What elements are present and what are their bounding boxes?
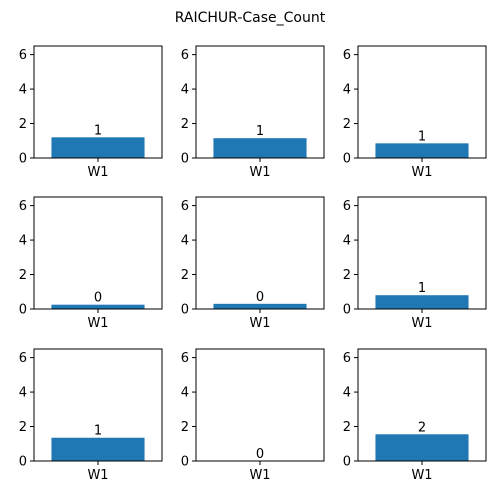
y-tick-label: 2 (19, 420, 27, 435)
x-tick-label: W1 (87, 165, 108, 180)
bar-value-label: 1 (94, 424, 102, 439)
y-tick-label: 2 (19, 117, 27, 132)
x-tick-label: W1 (249, 316, 270, 331)
y-tick-label: 4 (19, 386, 27, 401)
bar-value-label: 0 (94, 291, 102, 306)
subplot-4: 0 W1 0 2 4 6 (19, 196, 163, 331)
axes-frame (357, 348, 487, 462)
y-tick-label: 4 (181, 386, 189, 401)
y-tick-label: 0 (19, 303, 27, 318)
bar-w1 (51, 137, 145, 158)
axes-frame (195, 45, 325, 159)
subplot-9: 2 W1 0 2 4 6 (343, 348, 487, 483)
y-tick-label: 6 (19, 48, 27, 63)
subplot-2: 1 W1 0 2 4 6 (181, 45, 325, 180)
axes-frame (33, 196, 163, 310)
bar-value-label: 1 (418, 129, 426, 144)
y-tick-label: 4 (343, 83, 351, 98)
y-tick-label: 0 (181, 455, 189, 470)
axes-frame (357, 45, 487, 159)
y-tick-label: 6 (343, 48, 351, 63)
y-tick-label: 6 (19, 199, 27, 214)
subplot-8: 0 W1 0 2 4 6 (181, 348, 325, 483)
figure-title: RAICHUR-Case_Count (175, 10, 326, 26)
y-tick-label: 2 (343, 420, 351, 435)
bar-w1 (375, 295, 469, 309)
y-tick-label: 4 (181, 83, 189, 98)
y-tick-label: 6 (19, 351, 27, 366)
y-tick-label: 2 (343, 117, 351, 132)
bar-value-label: 1 (256, 124, 264, 139)
axes-frame (33, 45, 163, 159)
y-tick-label: 2 (181, 117, 189, 132)
y-tick-label: 0 (181, 152, 189, 167)
subplot-7: 1 W1 0 2 4 6 (19, 348, 163, 483)
y-tick-label: 6 (343, 199, 351, 214)
y-tick-label: 0 (343, 303, 351, 318)
bar-w1 (51, 304, 145, 309)
bar-w1 (375, 143, 469, 158)
subplot-3: 1 W1 0 2 4 6 (343, 45, 487, 180)
x-tick-label: W1 (249, 165, 270, 180)
y-tick-label: 6 (343, 351, 351, 366)
y-tick-label: 4 (19, 234, 27, 249)
y-tick-label: 4 (343, 386, 351, 401)
y-tick-label: 0 (343, 152, 351, 167)
subplot-6: 1 W1 0 2 4 6 (343, 196, 487, 331)
y-tick-label: 0 (19, 455, 27, 470)
bar-w1 (51, 437, 145, 461)
x-tick-label: W1 (87, 316, 108, 331)
subplot-1: 1 W1 0 2 4 6 (19, 45, 163, 180)
x-tick-label: W1 (249, 468, 270, 483)
y-tick-label: 2 (181, 420, 189, 435)
axes-frame (195, 348, 325, 462)
axes-frame (195, 196, 325, 310)
bar-value-label: 1 (94, 123, 102, 138)
x-tick-label: W1 (411, 316, 432, 331)
y-tick-label: 6 (181, 48, 189, 63)
y-tick-label: 4 (19, 83, 27, 98)
bar-value-label: 0 (256, 447, 264, 462)
y-tick-label: 6 (181, 199, 189, 214)
subplot-5: 0 W1 0 2 4 6 (181, 196, 325, 331)
y-tick-label: 6 (181, 351, 189, 366)
x-tick-label: W1 (87, 468, 108, 483)
subplot-grid: 1W102461W102461W102460W102460W102461W102… (19, 45, 487, 483)
y-tick-label: 0 (19, 152, 27, 167)
y-tick-label: 2 (343, 268, 351, 283)
y-tick-label: 4 (343, 234, 351, 249)
bar-value-label: 0 (256, 290, 264, 305)
bar-value-label: 1 (418, 281, 426, 296)
y-tick-label: 0 (181, 303, 189, 318)
axes-frame (357, 196, 487, 310)
axes-frame (33, 348, 163, 462)
y-tick-label: 4 (181, 234, 189, 249)
x-tick-label: W1 (411, 165, 432, 180)
y-tick-label: 2 (181, 268, 189, 283)
y-tick-label: 0 (343, 455, 351, 470)
bar-w1 (213, 303, 307, 309)
bar-value-label: 2 (418, 420, 426, 435)
bar-w1 (213, 138, 307, 158)
x-tick-label: W1 (411, 468, 432, 483)
bar-w1 (375, 434, 469, 461)
y-tick-label: 2 (19, 268, 27, 283)
